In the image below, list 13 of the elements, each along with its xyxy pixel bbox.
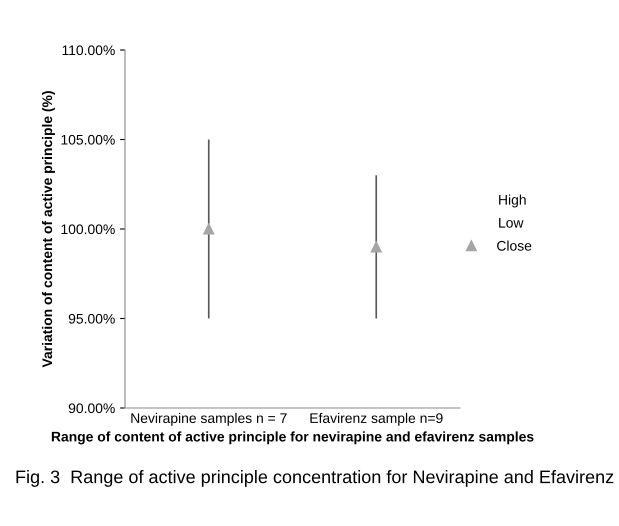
caption: Fig. 3 Range of active principle concentration for Nevirapine and Efavirenz [16,470,614,487]
legend-label: Close [497,240,532,251]
x-tick-label: Efavirenz sample n=9 [310,412,443,426]
x-tick-label: Nevirapine samples n = 7 [131,412,287,426]
y-tick-label: 110.00% [62,45,115,56]
text: Low [499,218,524,228]
y-tick-label: 100.00% [62,224,115,234]
y-axis-title: Variation of content of active principle (%) [42,91,55,368]
y-tick-label: 90.00% [68,403,115,414]
y-tick-label: 105.00% [62,134,115,145]
text: High [499,194,526,208]
y-tick-label: 95.00% [68,314,115,324]
x-axis-title: Range of content of active principle for nevirapine and efavirenz samples [52,431,534,444]
